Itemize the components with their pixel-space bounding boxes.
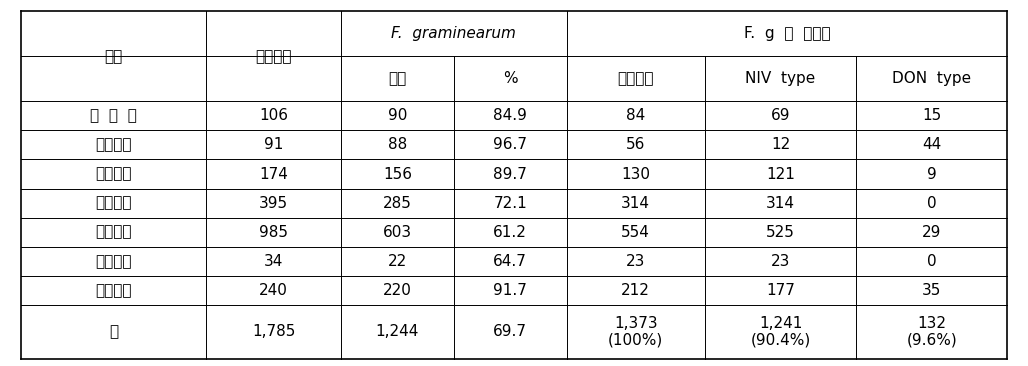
Text: 212: 212 <box>621 283 650 298</box>
Text: 69: 69 <box>771 108 791 123</box>
Text: 균수: 균수 <box>389 71 406 86</box>
Text: 1,373
(100%): 1,373 (100%) <box>609 315 663 348</box>
Text: 1,785: 1,785 <box>252 324 295 339</box>
Text: 15: 15 <box>922 108 942 123</box>
Text: %: % <box>503 71 517 86</box>
Text: 경  기  도: 경 기 도 <box>90 108 137 123</box>
Text: 56: 56 <box>626 138 646 153</box>
Text: 지역: 지역 <box>105 49 122 64</box>
Text: 69.7: 69.7 <box>493 324 527 339</box>
Text: 84.9: 84.9 <box>493 108 527 123</box>
Text: 조사균수: 조사균수 <box>618 71 654 86</box>
Text: 603: 603 <box>382 225 412 240</box>
Text: 64.7: 64.7 <box>493 254 527 269</box>
Text: 91: 91 <box>264 138 284 153</box>
Text: 44: 44 <box>922 138 942 153</box>
Text: 177: 177 <box>766 283 795 298</box>
Text: 23: 23 <box>626 254 646 269</box>
Text: 88: 88 <box>388 138 407 153</box>
Text: 525: 525 <box>766 225 795 240</box>
Text: 121: 121 <box>766 167 795 182</box>
Text: 경상남도: 경상남도 <box>96 283 132 298</box>
Text: 106: 106 <box>259 108 288 123</box>
Text: 554: 554 <box>621 225 650 240</box>
Text: 29: 29 <box>922 225 942 240</box>
Text: 0: 0 <box>927 254 937 269</box>
Text: 84: 84 <box>626 108 646 123</box>
Text: 계: 계 <box>109 324 118 339</box>
Text: 72.1: 72.1 <box>493 195 527 210</box>
Text: 91.7: 91.7 <box>493 283 527 298</box>
Text: 1,241
(90.4%): 1,241 (90.4%) <box>750 315 811 348</box>
Text: 285: 285 <box>383 195 412 210</box>
Text: 61.2: 61.2 <box>493 225 527 240</box>
Text: 12: 12 <box>771 138 791 153</box>
Text: 35: 35 <box>922 283 942 298</box>
Text: 90: 90 <box>388 108 407 123</box>
Text: 314: 314 <box>621 195 651 210</box>
Text: 23: 23 <box>771 254 791 269</box>
Text: 132
(9.6%): 132 (9.6%) <box>907 315 957 348</box>
Text: 충청남도: 충청남도 <box>96 167 132 182</box>
Text: 조사균수: 조사균수 <box>255 49 292 64</box>
Text: 174: 174 <box>259 167 288 182</box>
Text: 240: 240 <box>259 283 288 298</box>
Text: 220: 220 <box>383 283 412 298</box>
Text: 경상북도: 경상북도 <box>96 254 132 269</box>
Text: DON  type: DON type <box>892 71 971 86</box>
Text: 395: 395 <box>259 195 288 210</box>
Text: NIV  type: NIV type <box>745 71 815 86</box>
Text: 0: 0 <box>927 195 937 210</box>
Text: 9: 9 <box>927 167 937 182</box>
Text: F.  graminearum: F. graminearum <box>392 26 516 41</box>
Text: 충청북도: 충청북도 <box>96 138 132 153</box>
Text: 89.7: 89.7 <box>493 167 527 182</box>
Text: 전라북도: 전라북도 <box>96 195 132 210</box>
Text: 156: 156 <box>382 167 412 182</box>
Text: 985: 985 <box>259 225 288 240</box>
Text: 1,244: 1,244 <box>375 324 419 339</box>
Text: 전라남도: 전라남도 <box>96 225 132 240</box>
Text: 22: 22 <box>388 254 407 269</box>
Text: 130: 130 <box>621 167 651 182</box>
Text: 96.7: 96.7 <box>493 138 527 153</box>
Text: 314: 314 <box>766 195 795 210</box>
Text: F.  g  의  독소형: F. g 의 독소형 <box>743 26 831 41</box>
Text: 34: 34 <box>264 254 284 269</box>
